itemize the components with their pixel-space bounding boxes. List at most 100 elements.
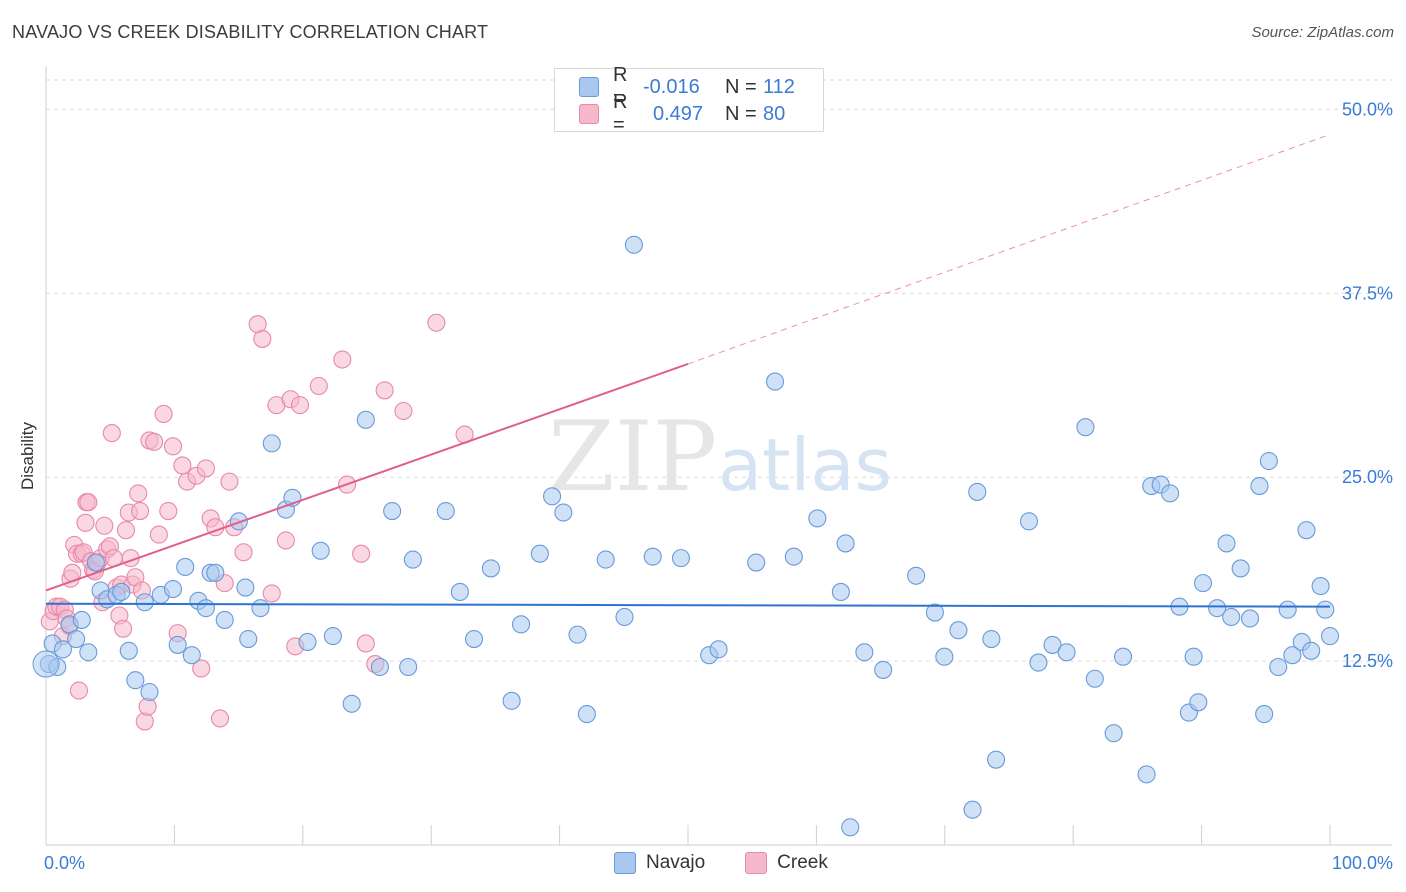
navajo-point	[182, 646, 201, 665]
legend-swatch-navajo	[579, 77, 599, 97]
creek-point	[309, 376, 328, 396]
creek-trend-extension	[687, 133, 1331, 365]
creek-point	[114, 619, 133, 638]
chart-title: NAVAJO VS CREEK DISABILITY CORRELATION C…	[12, 22, 489, 42]
navajo-point	[615, 607, 634, 627]
legend-r-value: 0.497	[653, 102, 704, 125]
navajo-point	[86, 553, 105, 572]
navajo-point	[79, 643, 98, 662]
creek-point	[129, 484, 148, 503]
navajo-point	[784, 547, 803, 566]
y-tick-label: 12.5%	[1342, 651, 1393, 671]
navajo-point	[135, 593, 154, 612]
navajo-point	[511, 615, 531, 634]
navajo-point	[262, 434, 281, 453]
navajo-point	[342, 694, 361, 713]
creek-point	[95, 516, 114, 535]
navajo-point	[1316, 600, 1335, 619]
creek-point	[116, 521, 136, 540]
navajo-point	[935, 647, 954, 666]
navajo-point	[577, 705, 596, 724]
creek-point	[262, 584, 281, 603]
correlation-legend: R = -0.016 N = 112 R = 0.497 N = 80	[554, 64, 824, 136]
navajo-point	[1240, 609, 1260, 628]
legend-r-label: R =	[613, 91, 628, 136]
navajo-point	[168, 635, 187, 654]
navajo-point	[311, 541, 330, 560]
navajo-point	[671, 549, 690, 568]
navajo-point	[1311, 577, 1330, 596]
y-tick-label: 37.5%	[1342, 283, 1393, 303]
legend-n-label: N =	[725, 102, 757, 125]
navajo-point	[32, 650, 60, 678]
legend-r-label: R =	[613, 64, 628, 109]
creek-point	[375, 381, 394, 400]
navajo-point	[1076, 418, 1095, 437]
navajo-point	[356, 410, 375, 429]
navajo-label: Navajo	[646, 852, 706, 873]
creek-point	[79, 493, 98, 512]
creek-point	[149, 525, 168, 544]
navajo-swatch	[614, 852, 636, 874]
navajo-point	[72, 610, 91, 629]
legend-row-creek: R = 0.497 N = 80	[579, 91, 786, 136]
creek-trend-line	[45, 362, 689, 592]
navajo-point	[949, 621, 968, 640]
watermark-atlas: atlas	[718, 423, 892, 507]
navajo-point	[502, 691, 521, 710]
creek-point	[102, 424, 121, 443]
navajo-point	[554, 503, 573, 522]
navajo-point	[624, 235, 643, 254]
navajo-point	[1255, 705, 1274, 724]
navajo-point	[836, 534, 855, 553]
navajo-point	[481, 559, 500, 578]
creek-point	[154, 404, 173, 424]
navajo-point	[1085, 669, 1104, 688]
navajo-point	[1057, 643, 1076, 662]
creek-point	[210, 709, 230, 728]
navajo-point	[215, 610, 234, 629]
navajo-point	[298, 632, 317, 652]
navajo-point	[1222, 607, 1241, 627]
axis-labels: 12.5% 25.0% 37.5% 50.0% 0.0% 100.0% Disability	[18, 99, 1393, 873]
trend-lines	[45, 133, 1331, 608]
navajo-point	[1189, 693, 1208, 712]
navajo-point	[67, 629, 86, 649]
navajo-point	[119, 641, 138, 660]
creek-point	[333, 350, 352, 369]
navajo-trend-line	[45, 602, 1331, 608]
navajo-point	[464, 629, 484, 649]
navajo-point	[1137, 765, 1156, 784]
data-points	[32, 235, 1340, 837]
y-tick-label: 50.0%	[1342, 99, 1393, 119]
series-legend-navajo[interactable]: Navajo	[614, 852, 705, 874]
navajo-point	[596, 550, 615, 569]
navajo-point	[982, 629, 1001, 649]
creek-point	[135, 712, 154, 731]
legend-swatch-creek	[579, 104, 599, 124]
navajo-point	[1278, 600, 1297, 619]
navajo-point	[450, 582, 469, 602]
navajo-point	[1320, 627, 1340, 646]
navajo-point	[709, 640, 728, 659]
legend-row-navajo: R = -0.016 N = 112	[579, 64, 795, 109]
navajo-point	[1302, 641, 1321, 660]
creek-point	[69, 681, 88, 700]
navajo-point	[1043, 635, 1062, 654]
navajo-point	[530, 544, 549, 563]
navajo-point	[1029, 653, 1048, 672]
navajo-point	[53, 640, 72, 659]
x-tick-label: 0.0%	[44, 853, 85, 873]
navajo-point	[399, 657, 418, 677]
navajo-point	[543, 487, 562, 506]
navajo-point	[808, 509, 827, 528]
navajo-point	[403, 550, 422, 569]
navajo-point	[907, 566, 926, 585]
legend-n-value: 80	[763, 102, 786, 125]
series-legend-creek[interactable]: Creek	[745, 852, 828, 874]
creek-point	[192, 659, 211, 678]
y-axis-title: Disability	[18, 421, 37, 490]
navajo-point	[323, 627, 342, 646]
navajo-point	[1208, 599, 1227, 618]
